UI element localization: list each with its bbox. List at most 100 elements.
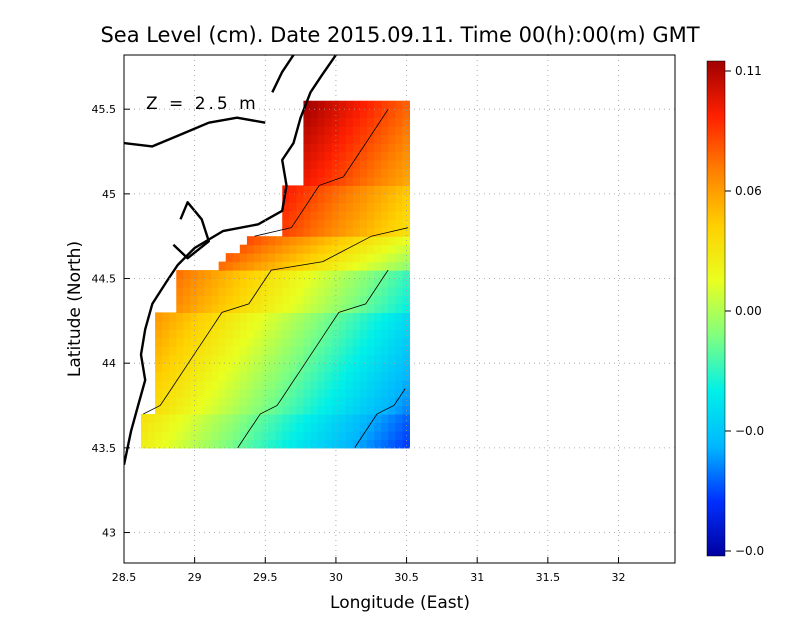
x-axis-ticks: 28.5 29 29.5 30 30.5 31 31.5 32 [112,557,625,584]
field-cell [204,337,213,347]
field-cell [317,193,326,203]
field-cell [253,346,262,356]
field-cell [345,109,354,119]
field-cell [275,286,283,297]
field-cell [197,286,206,297]
field-cell [395,337,403,347]
field-cell [395,320,403,330]
field-cell [232,337,241,347]
field-cell [261,244,269,254]
field-cell [275,422,283,432]
field-cell [388,168,396,178]
field-cell [310,253,319,263]
field-cell [338,312,347,322]
field-cell [310,202,319,212]
field-cell [324,227,333,237]
field-cell [331,236,340,246]
field-cell [395,134,403,144]
field-cell [374,397,382,407]
field-cell [324,380,333,390]
field-cell [388,354,396,364]
field-cell [345,117,354,127]
field-cell [169,354,177,364]
field-cell [162,337,170,347]
field-cell [345,380,354,390]
field-cell [253,354,262,364]
field-cell [317,354,326,364]
field-cell [303,143,312,153]
coastline-lake-razim [172,201,211,260]
field-cell [211,439,220,449]
field-cell [176,286,184,297]
field-cell [374,109,382,119]
field-cell [197,413,206,424]
field-cell [367,134,375,144]
field-cell [183,363,191,373]
field-cell [324,303,333,313]
field-cell [352,143,361,153]
field-cell [310,346,319,356]
field-cell [310,422,319,432]
field-cell [310,388,319,398]
field-cell [388,388,396,398]
field-cell [359,388,368,398]
field-cell [317,439,326,449]
field-cell [381,413,389,424]
field-cell [211,286,220,297]
field-cell [162,413,170,424]
field-cell [211,270,220,280]
field-cell [345,151,354,161]
field-cell [197,346,206,356]
field-cell [176,312,184,322]
colorbar-label: 0.00 [735,304,762,318]
field-cell [239,388,248,398]
field-cell [359,176,368,186]
field-cell [324,261,333,271]
field-cell [395,126,403,136]
field-cell [374,329,382,339]
field-cell [268,261,276,271]
field-cell [169,405,177,415]
field-cell [367,303,375,313]
field-cell [317,261,326,271]
field-cell [183,303,191,313]
field-cell [338,354,347,364]
field-cell [268,253,276,263]
field-cell [345,176,354,186]
field-cell [289,303,297,313]
field-cell [317,346,326,356]
field-cell [204,312,213,322]
field-cell [352,202,361,212]
field-cell [381,126,389,136]
field-cell [352,312,361,322]
field-cell [402,439,410,449]
field-cell [345,168,354,178]
field-cell [197,388,206,398]
field-cell [345,371,354,381]
field-cell [338,346,347,356]
field-cell [388,100,396,110]
field-cell [317,253,326,263]
field-cell [289,346,297,356]
field-cell [183,380,191,390]
field-cell [303,405,312,415]
field-cell [338,397,347,407]
field-cell [190,303,199,313]
field-cell [317,303,326,313]
field-cell [232,261,241,271]
field-cell [275,388,283,398]
field-cell [345,227,354,237]
y-tick-label: 44.5 [92,273,117,286]
field-cell [289,354,297,364]
field-cell [232,439,241,449]
field-cell [352,371,361,381]
field-cell [225,380,234,390]
field-cell [261,337,269,347]
field-cell [359,380,368,390]
field-cell [197,363,206,373]
field-cell [395,405,403,415]
field-cell [183,337,191,347]
field-cell [402,380,410,390]
